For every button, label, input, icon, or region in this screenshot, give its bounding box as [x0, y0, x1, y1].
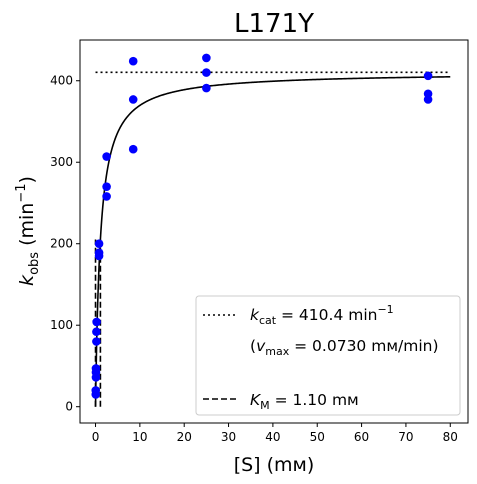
y-tick-label: 300	[50, 155, 73, 169]
x-tick-label: 60	[354, 430, 369, 444]
data-point	[423, 71, 433, 81]
data-point	[102, 152, 111, 161]
y-axis-ticks: 0 100 200 300 400	[50, 74, 80, 414]
data-point	[202, 68, 211, 77]
y-tick-label: 0	[65, 400, 73, 414]
x-tick-label: 30	[221, 430, 236, 444]
y-tick-label: 200	[50, 237, 73, 251]
legend-km-text: KM = 1.10 mм	[250, 391, 359, 412]
data-point	[94, 248, 104, 257]
data-point	[91, 364, 101, 373]
x-tick-label: 40	[265, 430, 280, 444]
x-tick-label: 0	[92, 430, 100, 444]
x-tick-label: 70	[398, 430, 413, 444]
y-tick-label: 100	[50, 318, 73, 332]
x-tick-label: 50	[310, 430, 325, 444]
data-point	[102, 192, 111, 201]
data-point	[202, 53, 211, 63]
y-tick-label: 400	[50, 74, 73, 88]
data-point	[128, 95, 138, 104]
y-axis-label: kobs (min−1)	[14, 176, 42, 286]
data-point	[128, 144, 138, 154]
x-axis-ticks: 0 10 20 30 40 50 60 70 80	[92, 423, 458, 444]
data-point	[423, 89, 433, 99]
legend-kcat-text: kcat = 410.4 min−1	[250, 303, 394, 327]
data-point	[92, 327, 101, 337]
x-tick-label: 20	[177, 430, 192, 444]
data-point	[92, 337, 101, 346]
data-point	[202, 83, 211, 93]
data-point	[92, 317, 101, 327]
legend: kcat = 410.4 min−1 (vmax = 0.0730 mм/min…	[195, 295, 461, 416]
chart-title: L171Y	[234, 9, 314, 39]
x-axis-label: [S] (mм)	[234, 454, 315, 476]
data-point	[91, 386, 101, 395]
x-tick-label: 10	[132, 430, 147, 444]
data-point	[128, 56, 138, 66]
data-point	[94, 239, 104, 249]
legend-box	[195, 295, 461, 416]
data-point	[102, 182, 111, 191]
x-tick-label: 80	[443, 430, 458, 444]
legend-vmax-text: (vmax = 0.0730 mм/min)	[250, 337, 439, 358]
data-points	[91, 53, 433, 399]
